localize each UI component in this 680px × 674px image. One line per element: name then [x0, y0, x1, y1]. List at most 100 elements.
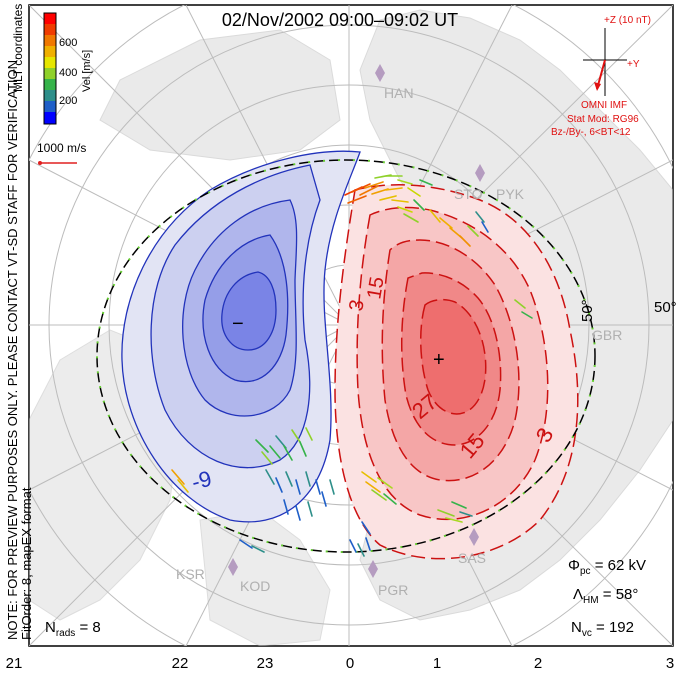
velocity-vector: [439, 217, 453, 229]
velocity-vector: [299, 441, 307, 457]
velocity-vector: [403, 213, 419, 223]
colorbar-segment: [44, 112, 56, 124]
velocity-vector: [429, 209, 441, 223]
station-sto: STO: [454, 186, 483, 202]
station-marker-kod: [228, 558, 238, 576]
velocity-vector: [451, 501, 467, 509]
stat-phi-value: = 62 kV: [591, 557, 646, 574]
station-kod: KOD: [240, 578, 270, 594]
colorbar-segment: [44, 35, 56, 46]
station-labels: HAN STO PYK GBR SAS PGR KOD KSR: [176, 85, 622, 598]
station-gbr: GBR: [592, 327, 622, 343]
velocity-vector: [391, 199, 409, 203]
velocity-vector: [379, 195, 397, 201]
velocity-vector: [315, 479, 321, 495]
velocity-vector: [307, 501, 313, 517]
dawn-contour-label-3a: 3: [345, 298, 369, 313]
stat-cross-polar-potential: Φpc = 62 kV: [568, 557, 646, 577]
dawn-cell-maximum-marker: +: [433, 349, 445, 371]
velocity-vector: [349, 539, 357, 553]
colorbar-tick-200: 200: [59, 95, 77, 107]
station-ksr: KSR: [176, 566, 205, 582]
colorbar-segment: [44, 101, 56, 112]
station-marker-sto: [475, 164, 485, 182]
dusk-cell: − -9: [121, 150, 361, 523]
velocity-vector: [475, 211, 485, 223]
colorbar-segment: [44, 79, 56, 90]
stat-nrads-value: = 8: [75, 619, 100, 636]
mlt-tick-22: 22: [172, 655, 189, 672]
velocity-vector: [239, 539, 253, 549]
station-marker-pgr: [368, 560, 378, 578]
station-pyk: PYK: [496, 186, 525, 202]
fit-order-note: FitOrder: 8, mapEX format: [19, 487, 34, 640]
velocity-vector: [407, 187, 421, 197]
dawn-cell: + 3 15 27 15 3: [334, 184, 579, 560]
mlt-tick-23: 23: [257, 655, 274, 672]
colorbar-segment: [44, 24, 56, 35]
velocity-vector: [291, 429, 301, 443]
velocity-vector: [377, 477, 393, 489]
colorbar-label: Vel [m/s]: [81, 50, 93, 92]
colorbar-tick-400: 400: [59, 67, 77, 79]
stat-phi-subscript: pc: [580, 566, 591, 577]
imf-vector-head: [594, 82, 601, 91]
velocity-vector: [321, 491, 327, 507]
velocity-vector: [437, 509, 455, 517]
imf-y-label: +Y: [627, 59, 640, 70]
dawn-contour-label-15a: 15: [363, 275, 389, 301]
fit-statistics: Φpc = 62 kV ΛHM = 58° Nvc = 192 Nrads = …: [45, 557, 646, 639]
station-han: HAN: [384, 85, 414, 101]
velocity-vector: [397, 179, 413, 185]
stat-nrads-symbol: N: [45, 619, 56, 636]
velocity-vectors: [171, 174, 533, 557]
velocity-colorbar: 600 400 200 Vel [m/s] MLT coordinates: [11, 4, 93, 125]
velocity-vector: [357, 543, 365, 557]
mlt-axis: 21 22 23 0 1 2 3: [6, 655, 675, 672]
velocity-vector: [521, 311, 533, 319]
station-marker-han: [371, 64, 389, 82]
velocity-vector: [419, 179, 433, 186]
velocity-vector: [251, 545, 265, 553]
colorbar-segment: [44, 57, 56, 68]
colorbar-segment: [44, 68, 56, 79]
stat-nvc-value: = 192: [592, 619, 634, 636]
velocity-vector: [305, 427, 313, 441]
stat-nvc-subscript: vc: [582, 628, 592, 639]
radar-stations: [228, 64, 485, 578]
imf-panel: +Z (10 nT) +Y OMNI IMF Stat Mod: RG96 Bz…: [551, 15, 651, 138]
velocity-vector: [383, 493, 397, 505]
velocity-vector: [171, 469, 185, 485]
imf-z-label: +Z (10 nT): [604, 15, 651, 26]
mlt-tick-1: 1: [433, 655, 441, 672]
velocity-vector: [275, 477, 283, 493]
velocity-vector: [283, 499, 289, 515]
preview-note: NOTE: FOR PREVIEW PURPOSES ONLY. PLEASE …: [5, 56, 20, 640]
stat-radar-count: Nrads = 8: [45, 619, 101, 639]
velocity-vector: [351, 183, 371, 193]
stat-nrads-subscript: rads: [56, 628, 75, 639]
imf-source: OMNI IMF: [581, 100, 627, 111]
station-marker-sas: [469, 528, 479, 546]
velocity-vector: [397, 206, 413, 213]
stat-phi-symbol: Φ: [568, 557, 580, 574]
map-title: 02/Nov/2002 09:00–09:02 UT: [222, 10, 458, 30]
colorbar-segment: [44, 90, 56, 101]
velocity-vector: [295, 479, 301, 495]
velocity-vector: [269, 445, 281, 459]
imf-model: Stat Mod: RG96: [567, 114, 639, 125]
stat-nvc-symbol: N: [571, 619, 582, 636]
velocity-vector: [514, 299, 526, 309]
velocity-vector: [361, 521, 371, 535]
mlt-tick-21: 21: [6, 655, 23, 672]
velocity-vector: [285, 471, 293, 487]
velocity-vector: [385, 187, 403, 191]
mlt-tick-2: 2: [534, 655, 542, 672]
dawn-cell-fill-5: [419, 298, 487, 415]
stat-lambda-subscript: HM: [583, 595, 599, 606]
vector-cluster-dawn-night: [349, 471, 473, 557]
velocity-vector: [413, 199, 425, 211]
velocity-vector: [177, 479, 189, 493]
station-sas: SAS: [458, 550, 486, 566]
